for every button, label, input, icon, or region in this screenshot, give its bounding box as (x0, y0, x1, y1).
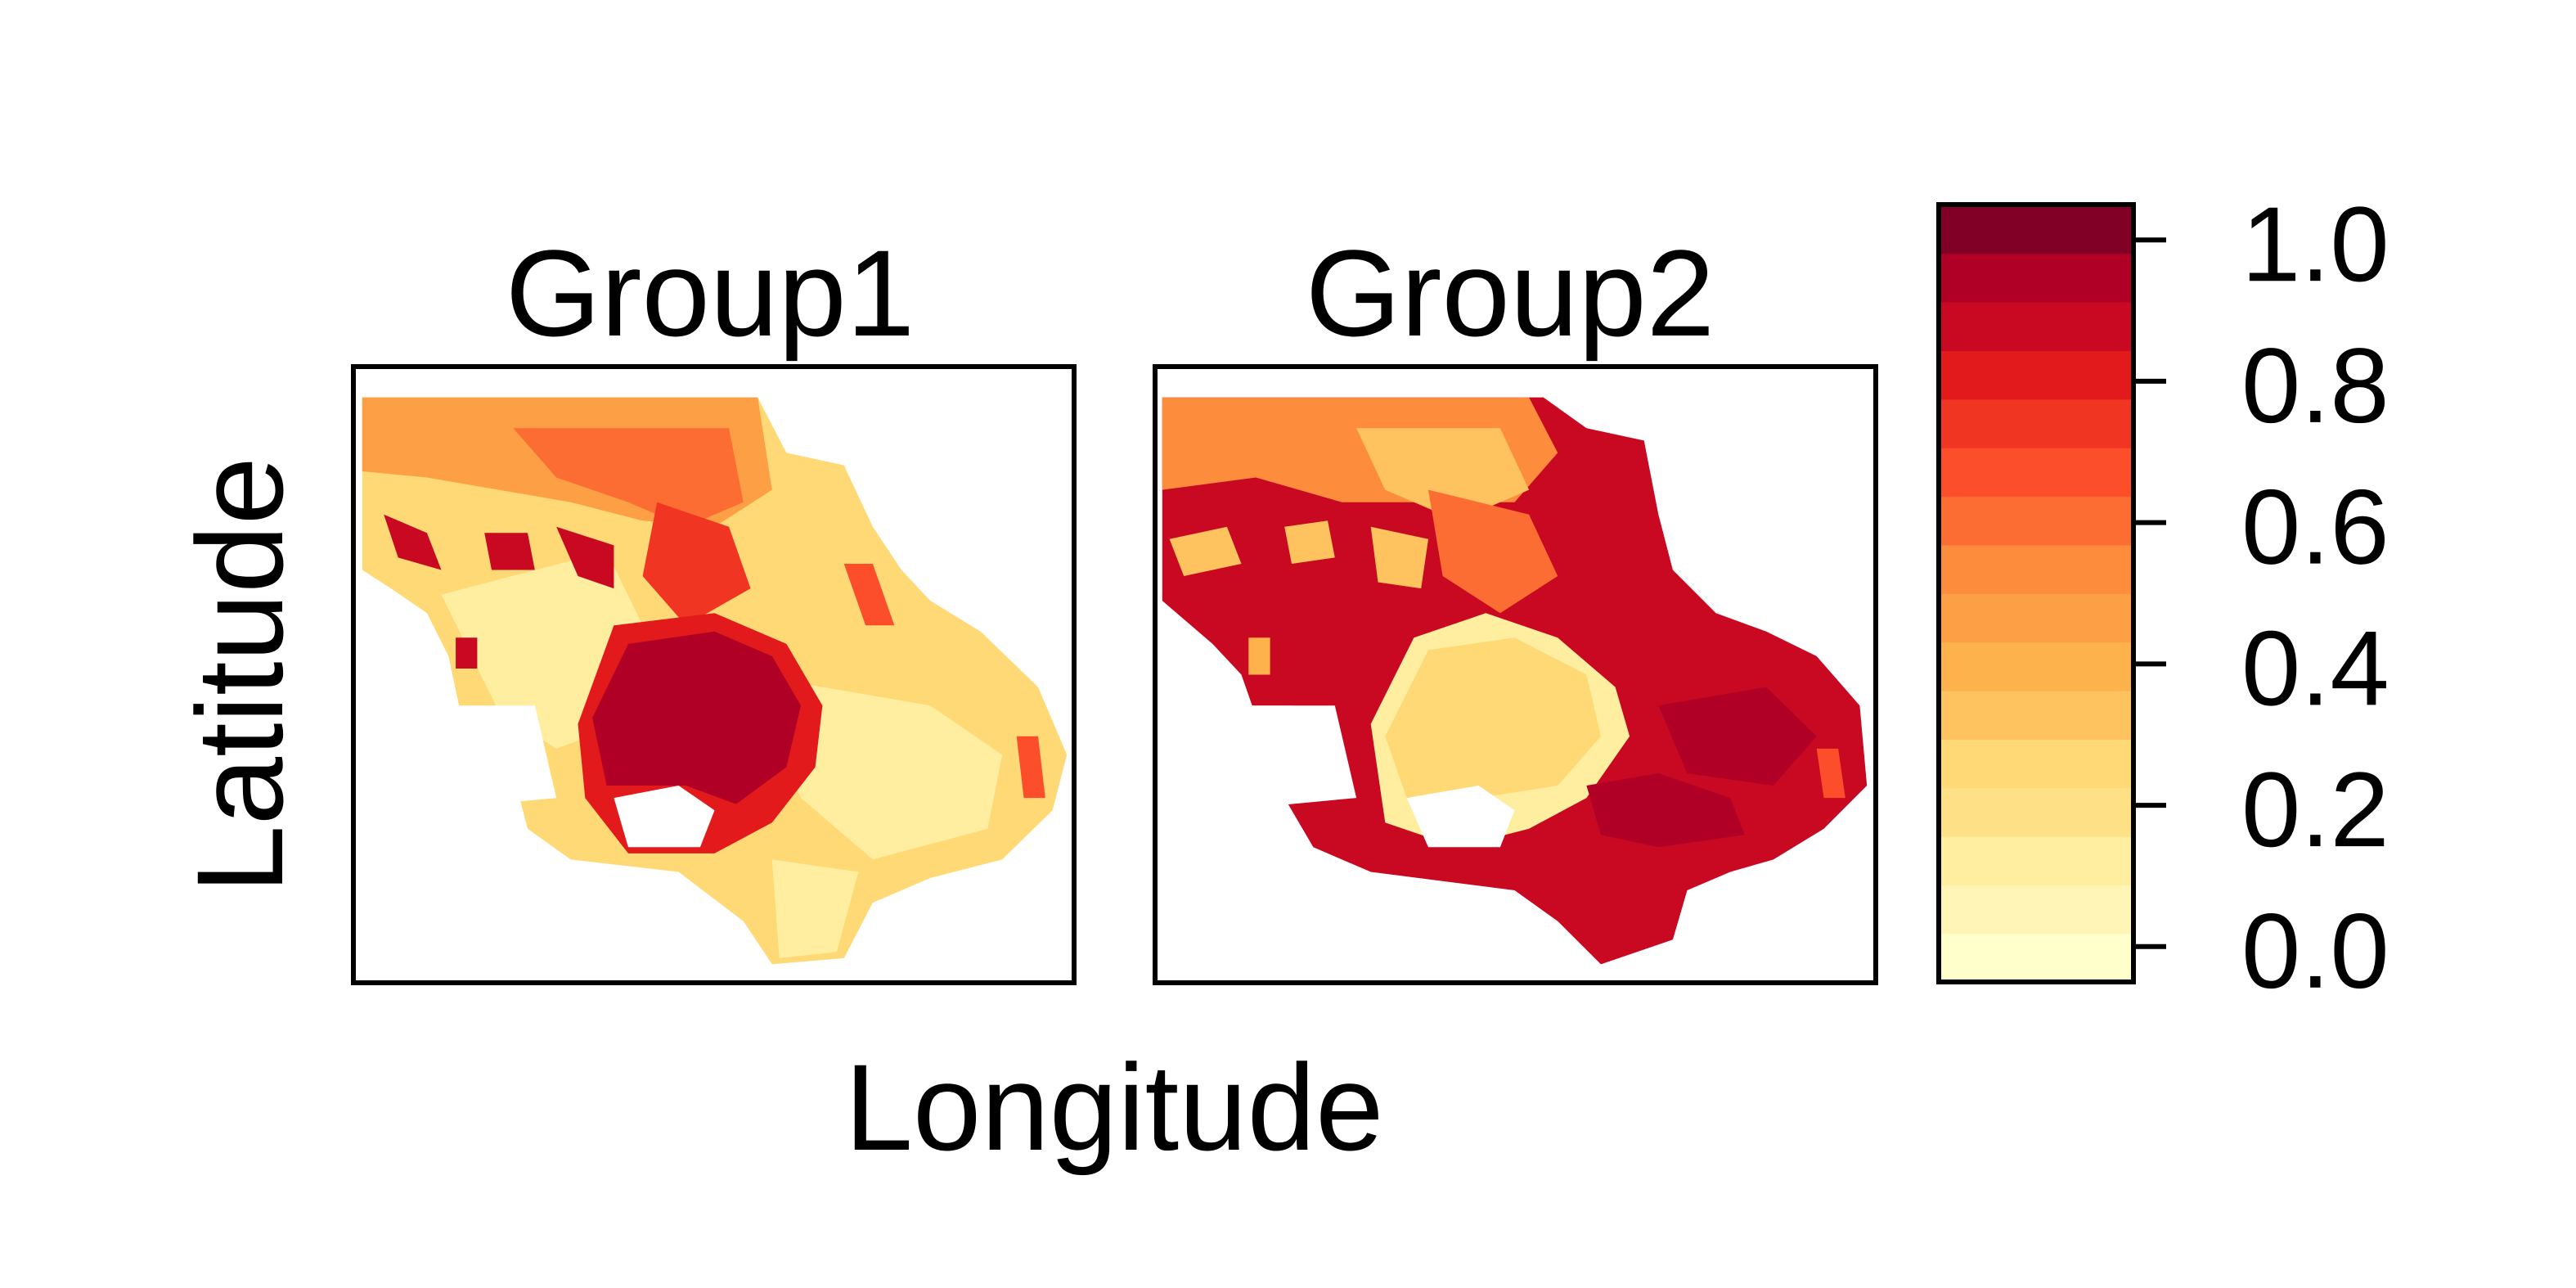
heatmap-region (390, 705, 557, 811)
colorbar-tick-label: 0.4 (2241, 608, 2389, 727)
colorbar-bin (1939, 885, 2133, 934)
colorbar-bin (1939, 787, 2133, 837)
heatmap-region (384, 514, 442, 570)
heatmap-missing-area (614, 786, 715, 848)
colorbar-bin (1939, 739, 2133, 789)
panel-frame-group2 (1153, 364, 1878, 985)
panel-title-group1: Group1 (506, 224, 915, 362)
colorbar-bin (1939, 399, 2133, 448)
colorbar (1939, 205, 2133, 983)
heatmap-region (1191, 705, 1357, 811)
colorbar-bin (1939, 301, 2133, 351)
heatmap-region (1169, 526, 1242, 576)
heatmap-region (1284, 520, 1335, 564)
colorbar-tick-label: 0.6 (2241, 467, 2389, 587)
heatmap-group1 (362, 397, 1068, 965)
y-axis-label: Latitude (171, 457, 308, 894)
colorbar-bin (1939, 350, 2133, 400)
colorbar-bin (1939, 253, 2133, 303)
colorbar-bin (1939, 496, 2133, 546)
heatmap-region (456, 637, 478, 669)
heatmap-region (1428, 489, 1558, 614)
colorbar-bin (1939, 835, 2133, 886)
heatmap-region (642, 502, 751, 626)
colorbar-bin (1939, 690, 2133, 740)
panel-frame-group1 (351, 364, 1077, 985)
heatmap-region (556, 526, 614, 589)
heatmap-region (1370, 526, 1428, 589)
heatmap-region (592, 631, 801, 804)
heatmap-region (1385, 637, 1601, 799)
colorbar-bin (1939, 933, 2133, 983)
colorbar-bin (1939, 593, 2133, 643)
colorbar-tick-label: 0.8 (2241, 326, 2389, 445)
heatmap-region (513, 428, 744, 527)
heatmap-group2 (1162, 397, 1868, 965)
colorbar-bin (1939, 642, 2133, 691)
heatmap-region (771, 859, 859, 958)
colorbar-bin (1939, 205, 2133, 254)
heatmap-region (1248, 637, 1270, 675)
colorbar-tick-label: 0.2 (2241, 750, 2389, 869)
heatmap-missing-area (1406, 786, 1515, 848)
heatmap-region (843, 564, 895, 626)
colorbar-frame (1936, 202, 2136, 984)
heatmap-region (1016, 736, 1045, 799)
colorbar-axis: 0.0 0.2 0.4 0.6 0.8 1.0 (2133, 184, 2389, 1011)
colorbar-tick-label: 1.0 (2241, 184, 2389, 304)
heatmap-region (1658, 687, 1817, 786)
colorbar-bin (1939, 544, 2133, 594)
heatmap-region (1356, 428, 1530, 521)
heatmap-region (1586, 773, 1745, 848)
colorbar-tick-label: 0.0 (2241, 891, 2389, 1011)
x-axis-label: Longitude (845, 1038, 1384, 1176)
colorbar-bin (1939, 447, 2133, 498)
panel-title-group2: Group2 (1306, 224, 1715, 362)
heatmap-region (484, 533, 535, 570)
heatmap-region (1816, 748, 1845, 799)
